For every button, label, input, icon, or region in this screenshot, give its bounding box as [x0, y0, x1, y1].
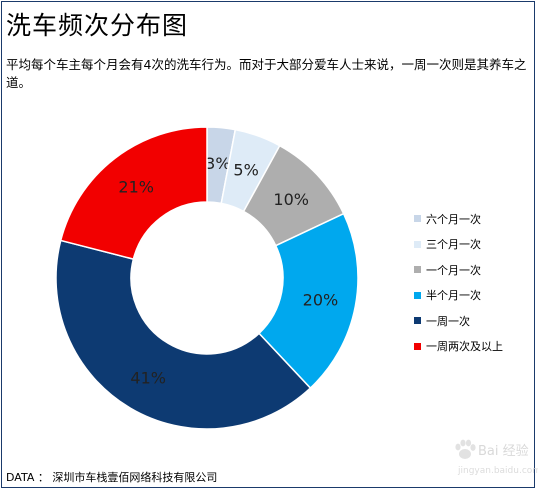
legend-label: 半个月一次	[426, 289, 481, 303]
legend-swatch	[414, 317, 421, 325]
slice-data-label: 20%	[303, 291, 339, 310]
legend-swatch	[414, 240, 421, 248]
slice-data-label: 41%	[130, 368, 166, 387]
legend-item: 一周两次及以上	[414, 334, 503, 360]
paw-watermark-icon	[455, 439, 476, 459]
legend-label: 一周两次及以上	[426, 340, 503, 354]
legend-label: 一周一次	[426, 314, 470, 328]
legend-swatch	[414, 266, 421, 274]
legend-label: 一个月一次	[426, 263, 481, 277]
chart-legend: 六个月一次三个月一次一个月一次半个月一次一周一次一周两次及以上	[414, 206, 503, 359]
chart-subtitle: 平均每个车主每个月会有4次的洗车行为。而对于大部分爱车人士来说，一周一次则是其养…	[6, 57, 527, 90]
legend-label: 三个月一次	[426, 238, 481, 252]
legend-item: 半个月一次	[414, 283, 503, 309]
donut-slice	[59, 126, 208, 261]
legend-item: 六个月一次	[414, 206, 503, 232]
legend-item: 一周一次	[414, 308, 503, 334]
chart-title: 洗车频次分布图	[6, 11, 189, 40]
legend-swatch	[414, 342, 421, 350]
watermark-text: Bai 经验	[478, 444, 529, 459]
slice-data-label: 21%	[118, 178, 154, 197]
slice-data-label: 3%	[205, 154, 230, 173]
watermark-url: jingyan.baidu.com	[458, 466, 538, 476]
slice-data-label: 5%	[233, 160, 258, 179]
donut-slice	[55, 239, 312, 430]
legend-swatch	[414, 291, 421, 299]
legend-item: 一个月一次	[414, 257, 503, 283]
slice-data-label: 10%	[273, 190, 309, 209]
legend-swatch	[414, 215, 421, 223]
legend-item: 三个月一次	[414, 232, 503, 258]
legend-label: 六个月一次	[426, 212, 481, 226]
data-source: DATA ： 深圳市车栈壹佰网络科技有限公司	[6, 471, 218, 484]
donut-slice	[257, 212, 359, 390]
